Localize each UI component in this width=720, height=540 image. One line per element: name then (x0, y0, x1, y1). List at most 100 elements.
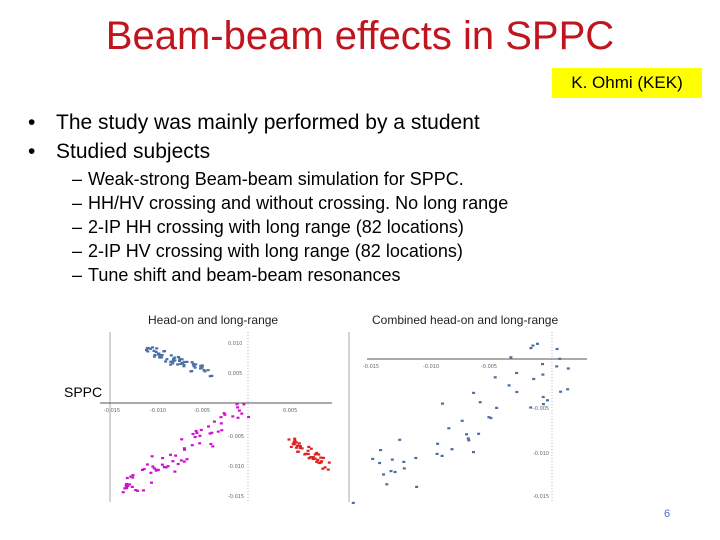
bullet-item: • The study was mainly performed by a stu… (28, 108, 480, 137)
scatter-point (171, 460, 175, 463)
scatter-point (157, 353, 161, 356)
scatter-point (178, 359, 181, 362)
scatter-point (292, 441, 296, 444)
scatter-point (161, 457, 165, 460)
scatter-point (176, 363, 180, 366)
scatter-point (236, 416, 240, 419)
scatter-point (131, 474, 135, 477)
scatter-point (467, 439, 471, 442)
scatter-point (169, 363, 173, 366)
y-tick: -0.005 (228, 434, 244, 440)
scatter-point (327, 461, 331, 464)
scatter-point (322, 456, 325, 459)
scatter-point (193, 435, 197, 439)
scatter-point (371, 457, 375, 460)
scatter-point (536, 342, 539, 345)
left-footprint-plot: -0.015 -0.010 -0.005 0.005 0.010 0.005 -… (100, 332, 332, 502)
scatter-point (128, 483, 132, 486)
scatter-point (555, 347, 559, 351)
scatter-point (294, 441, 298, 444)
scatter-point (477, 432, 481, 435)
scatter-point (152, 355, 156, 358)
scatter-point (298, 446, 302, 449)
bullet-dot: • (28, 140, 36, 163)
scatter-point (219, 422, 223, 425)
scatter-point (546, 399, 549, 402)
scatter-point (415, 485, 419, 488)
scatter-point (145, 463, 149, 466)
scatter-point (169, 354, 173, 357)
sub-bullet-item: –2-IP HV crossing with long range (82 lo… (72, 239, 508, 263)
scatter-point (190, 444, 194, 447)
scatter-point (182, 447, 186, 450)
scatter-point (531, 344, 535, 347)
sub-bullet-text: Weak-strong Beam-beam simulation for SPP… (88, 169, 464, 189)
sppc-label: SPPC (64, 384, 103, 400)
scatter-point (441, 402, 444, 405)
scatter-point (466, 437, 470, 440)
scatter-point (190, 370, 194, 373)
scatter-point (149, 347, 153, 350)
scatter-point (181, 361, 184, 364)
left-x-ticks: -0.015 -0.010 -0.005 0.005 (104, 408, 297, 414)
scatter-point (237, 409, 241, 412)
x-tick: -0.010 (150, 408, 166, 414)
scatter-point (210, 374, 214, 377)
scatter-point (489, 416, 493, 420)
y-tick: -0.005 (533, 406, 549, 412)
scatter-point (472, 451, 475, 454)
x-tick: 0.005 (283, 408, 297, 414)
scatter-point (541, 373, 545, 376)
scatter-point (212, 420, 216, 423)
scatter-point (142, 489, 145, 492)
scatter-point (319, 461, 323, 464)
scatter-point (171, 360, 175, 363)
scatter-point (306, 449, 310, 452)
scatter-point (389, 470, 393, 473)
scatter-point (169, 360, 173, 363)
scatter-point (190, 361, 194, 364)
scatter-point (136, 489, 139, 492)
scatter-point (436, 442, 440, 445)
scatter-point (566, 388, 570, 391)
scatter-point (293, 439, 297, 442)
scatter-point (199, 428, 203, 432)
scatter-point (242, 403, 246, 406)
scatter-point (185, 360, 189, 363)
sub-bullet-text: Tune shift and beam-beam resonances (88, 265, 401, 285)
scatter-point (180, 438, 184, 441)
scatter-point (293, 437, 297, 440)
scatter-point (487, 416, 491, 419)
scatter-point (316, 458, 320, 461)
scatter-point (450, 448, 454, 451)
scatter-point (182, 460, 186, 463)
dash-marker: – (72, 241, 83, 261)
scatter-point (185, 458, 189, 461)
scatter-point (541, 395, 545, 399)
scatter-point (146, 350, 150, 353)
scatter-point (155, 347, 159, 350)
scatter-point (194, 429, 198, 433)
x-tick: -0.010 (423, 364, 439, 370)
right-footprint-plot: -0.015 -0.010 -0.005 -0.005 -0.010 -0.01… (348, 332, 587, 504)
scatter-point (307, 457, 311, 460)
scatter-point (398, 438, 402, 441)
scatter-point (140, 468, 144, 471)
scatter-point (180, 358, 184, 361)
scatter-point (152, 467, 156, 470)
scatter-point (509, 356, 513, 359)
bullet-text: Studied subjects (56, 140, 211, 163)
scatter-point (150, 481, 153, 484)
scatter-point (125, 476, 129, 480)
scatter-point (154, 469, 158, 472)
scatter-point (151, 465, 155, 468)
scatter-point (219, 416, 223, 419)
scatter-point (209, 442, 213, 446)
scatter-point (121, 491, 125, 494)
scatter-point (515, 371, 519, 375)
scatter-point (326, 468, 330, 471)
scatter-point (447, 427, 451, 430)
scatter-point (149, 471, 153, 474)
scatter-point (174, 454, 178, 457)
scatter-point (208, 432, 212, 435)
